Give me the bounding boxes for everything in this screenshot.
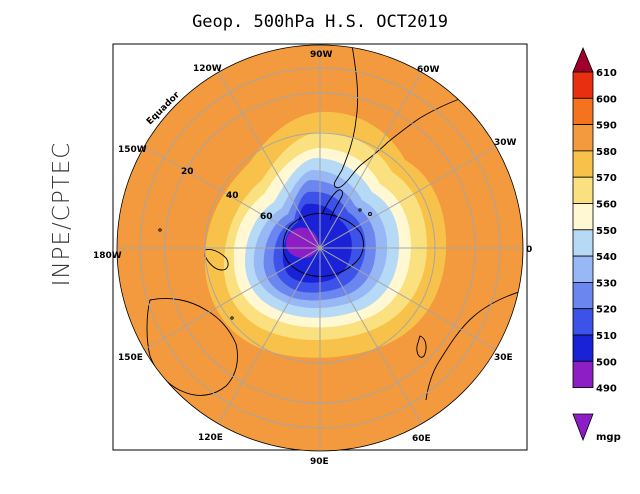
- colorbar-band: [572, 203, 594, 231]
- colorbar-tick-label: 500: [596, 357, 617, 368]
- colorbar-band: [572, 176, 594, 204]
- equator-circle: [116, 44, 524, 452]
- colorbar-band: [572, 97, 594, 126]
- colorbar-band: [572, 255, 594, 283]
- longitude-labels: 90W 60W 30W 0 30E 60E 90E 120E 150E 180W…: [93, 50, 532, 467]
- colorbar-band: [572, 281, 594, 310]
- lon-label-0: 0: [526, 245, 532, 255]
- lon-label-90w: 90W: [310, 50, 333, 60]
- meridian-150: [218, 71, 422, 425]
- colorbar-tick-label: 540: [596, 252, 617, 263]
- lat-label-20: 20: [181, 167, 194, 177]
- graticule: [117, 45, 523, 451]
- colorbar: 610600590580570560550540530520510500490 …: [572, 46, 621, 443]
- colorbar-band: [572, 150, 594, 178]
- colorbar-tick-label: 560: [596, 200, 617, 211]
- colorbar-band: [572, 229, 594, 257]
- lon-label-150w: 150W: [118, 145, 147, 155]
- colorbar-band: [572, 360, 594, 388]
- colorbar-tick-label: 550: [596, 226, 617, 237]
- colorbar-tick-label: 490: [596, 384, 617, 395]
- core-490: [286, 227, 319, 258]
- coastlines: [146, 45, 523, 401]
- lat-label-60: 60: [260, 212, 273, 222]
- colorbar-bottom-arrow: [572, 413, 594, 442]
- colorbar-tick-label: 510: [596, 331, 617, 342]
- lon-label-120e: 120E: [198, 433, 223, 443]
- colorbar-tick-label: 610: [596, 68, 617, 79]
- lon-label-180w: 180W: [93, 251, 122, 261]
- colorbar-top-arrow: [572, 46, 594, 73]
- colorbar-band: [572, 334, 594, 362]
- colorbar-tick-label: 520: [596, 305, 617, 316]
- lon-label-30w: 30W: [494, 138, 517, 148]
- latitude-labels: 20 40 60: [181, 167, 273, 222]
- colorbar-tick-label: 580: [596, 147, 617, 158]
- colorbar-tick-label: 530: [596, 278, 617, 289]
- lon-label-60e: 60E: [412, 434, 431, 444]
- lon-label-60w: 60W: [417, 65, 440, 75]
- lon-label-120w: 120W: [193, 64, 222, 74]
- lon-label-150e: 150E: [118, 353, 143, 363]
- colorbar-tick-label: 600: [596, 94, 617, 105]
- colorbar-unit: mgp: [596, 432, 621, 443]
- colorbar-tick-label: 590: [596, 121, 617, 132]
- map-title: Geop. 500hPa H.S. OCT2019: [192, 12, 448, 32]
- colorbar-band: [572, 308, 594, 336]
- colorbar-band: [572, 71, 594, 99]
- colorbar-tick-label: 570: [596, 173, 617, 184]
- lon-label-90e: 90E: [310, 457, 329, 467]
- lon-label-30e: 30E: [494, 353, 513, 363]
- lat-label-40: 40: [226, 191, 239, 201]
- colorbar-band: [572, 124, 594, 152]
